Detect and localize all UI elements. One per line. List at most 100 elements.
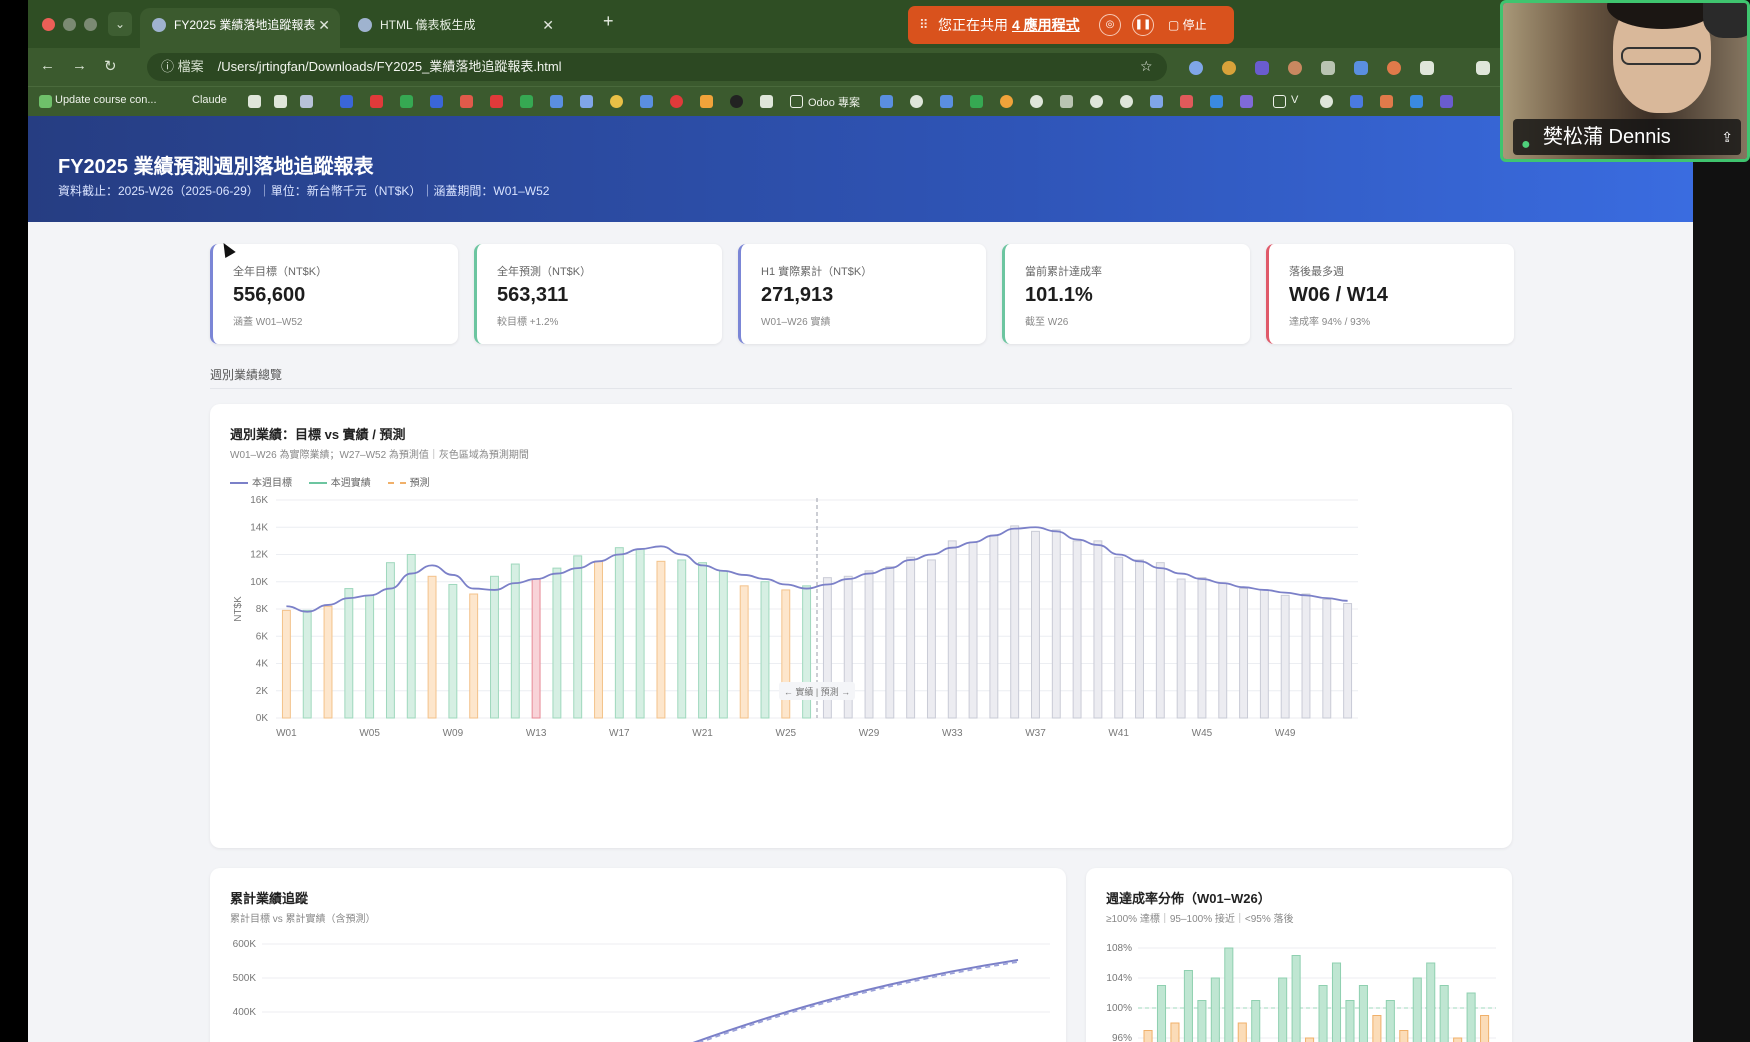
bookmark-app-icon[interactable] [1350, 95, 1363, 108]
rate-bar [1197, 1000, 1207, 1042]
x-tick-label: W01 [276, 728, 297, 739]
bookmark-app-icon[interactable] [880, 95, 893, 108]
minimize-window-button[interactable] [63, 18, 76, 31]
extension-tag-icon[interactable] [1354, 61, 1368, 75]
back-icon[interactable]: ← [40, 57, 55, 74]
kpi-label: H1 實際累計（NT$K） [761, 266, 873, 278]
menu-bubble-icon[interactable] [1703, 3, 1747, 38]
tab-report[interactable]: FY2025 業績落地追蹤報表 ✕ [140, 8, 340, 48]
bookmark-app-icon[interactable] [1320, 95, 1333, 108]
actual-bar [365, 594, 375, 719]
drag-grip-icon[interactable]: ⠿ [919, 17, 929, 32]
bookmark-app-icon[interactable] [1090, 95, 1103, 108]
kpi-label: 落後最多週 [1289, 266, 1344, 278]
url-field[interactable]: ⓘ 檔案/Users/jrtingfan/Downloads/FY2025_業績… [147, 53, 1167, 81]
close-window-button[interactable] [42, 18, 55, 31]
bookmark-list-icon[interactable] [1240, 95, 1253, 108]
extensions-puzzle-icon[interactable] [1420, 61, 1434, 75]
share-settings-icon[interactable]: ◎ [1099, 14, 1121, 36]
forward-icon[interactable]: → [72, 57, 87, 74]
bookmark-threads-icon[interactable] [730, 95, 743, 108]
bookmark-star-icon[interactable]: ☆ [1140, 58, 1153, 74]
bookmark-link-icon[interactable] [1150, 95, 1163, 108]
bookmark-update-course[interactable]: Update course con... [55, 94, 157, 106]
legend-forecast[interactable]: 預測 [387, 474, 430, 489]
bookmark-google-icon[interactable] [910, 95, 923, 108]
bookmark-grid-icon[interactable] [300, 95, 313, 108]
share-text: 您正在共用 [938, 17, 1008, 33]
tab-html-dashboard[interactable]: HTML 儀表板生成 ✕ [346, 8, 564, 48]
bookmark-chart-icon[interactable] [700, 95, 713, 108]
bookmark-cloud-icon[interactable] [940, 95, 953, 108]
actual-bar [718, 570, 728, 719]
bookmark-docs-icon[interactable] [550, 95, 563, 108]
bookmark-page-icon[interactable] [248, 95, 261, 108]
legend-target[interactable]: 本週目標 [230, 474, 292, 489]
site-info-icon[interactable]: ⓘ 檔案 [161, 59, 204, 74]
actual-bar [552, 567, 562, 719]
cumulative-target-line [692, 959, 1019, 1042]
bookmark-page-icon[interactable] [274, 95, 287, 108]
bookmark-youtube-icon[interactable] [370, 95, 383, 108]
bookmark-youtube-icon[interactable] [490, 95, 503, 108]
bookmark-facebook-icon[interactable] [340, 95, 353, 108]
bookmark-app-icon[interactable] [520, 95, 533, 108]
reload-icon[interactable]: ↻ [104, 58, 117, 75]
actual-bar [656, 560, 666, 719]
bookmark-docs-icon[interactable] [1410, 95, 1423, 108]
extension-eye-icon[interactable] [1189, 61, 1203, 75]
bookmark-app-icon[interactable] [1000, 95, 1013, 108]
pause-share-icon[interactable]: ❚❚ [1132, 14, 1154, 36]
share-apps-link[interactable]: 4 應用程式 [1012, 17, 1080, 33]
forecast-bar [1155, 562, 1165, 719]
bookmark-app-icon[interactable] [670, 95, 683, 108]
y-tick-label: 16K [250, 495, 268, 506]
rate-bar [1143, 1030, 1153, 1042]
bookmark-app-icon[interactable] [760, 95, 773, 108]
y-tick-label: 10K [250, 577, 268, 588]
stop-share-button[interactable]: ▢ 停止 [1168, 18, 1207, 32]
legend-actual[interactable]: 本週實績 [308, 474, 371, 489]
url-text: /Users/jrtingfan/Downloads/FY2025_業績落地追蹤… [217, 59, 562, 74]
bookmark-app-icon[interactable] [1180, 95, 1193, 108]
bookmark-app-icon[interactable] [1030, 95, 1043, 108]
zoom-window-button[interactable] [84, 18, 97, 31]
tab-search-chevron-icon[interactable]: ⌄ [108, 12, 132, 36]
bookmark-sheets-icon[interactable] [400, 95, 413, 108]
bookmark-claude[interactable]: Claude [192, 94, 227, 106]
rate-chart-svg: 108% 104% 100% 96% [1106, 943, 1496, 1042]
tab-bar: ⌄ FY2025 業績落地追蹤報表 ✕ HTML 儀表板生成 ✕ + ⠿ 您正在… [28, 0, 1693, 48]
close-tab-icon[interactable]: ✕ [318, 17, 330, 33]
bookmark-app-icon[interactable] [1380, 95, 1393, 108]
bookmark-app-icon[interactable] [1120, 95, 1133, 108]
download-icon[interactable] [1476, 61, 1490, 75]
extension-diamond-icon[interactable] [1255, 61, 1269, 75]
rate-bar [1183, 970, 1193, 1042]
legend-label: 預測 [409, 478, 430, 489]
actual-bar [635, 548, 645, 719]
actual-bar [448, 583, 458, 719]
extension-cookie-icon[interactable] [1288, 61, 1302, 75]
bookmark-v-folder[interactable]: V [1291, 94, 1299, 106]
bookmark-gmail-icon[interactable] [460, 95, 473, 108]
extension-orange-icon[interactable] [1222, 61, 1236, 75]
bookmark-app-icon[interactable] [1440, 95, 1453, 108]
bookmark-facebook-icon[interactable] [430, 95, 443, 108]
rate-bar [1372, 1015, 1382, 1042]
extension-camera-icon[interactable] [1321, 61, 1335, 75]
bookmark-analytics-icon[interactable] [640, 95, 653, 108]
share-screen-icon[interactable]: ⇪ [1721, 129, 1733, 145]
bookmark-google-icon[interactable] [610, 95, 623, 108]
bookmark-app-icon[interactable] [1060, 95, 1073, 108]
x-tick-label: W29 [859, 728, 880, 739]
bookmark-app-icon[interactable] [1210, 95, 1223, 108]
y-tick-label: 0K [256, 713, 269, 724]
bookmark-app-icon[interactable] [580, 95, 593, 108]
new-tab-button[interactable]: + [603, 11, 614, 31]
kpi-sub: W01–W26 實績 [761, 317, 831, 328]
right-black-panel [1693, 0, 1750, 1042]
bookmark-odoo-folder[interactable]: Odoo 專案 [808, 97, 860, 109]
bookmark-drive-icon[interactable] [970, 95, 983, 108]
extension-star-icon[interactable] [1387, 61, 1401, 75]
close-tab-icon[interactable]: ✕ [542, 17, 554, 33]
